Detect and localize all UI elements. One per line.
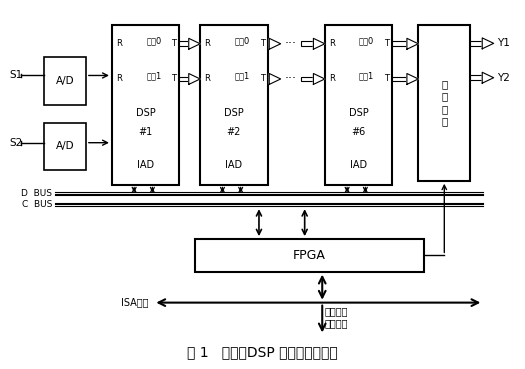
Text: 微机系统
或工控机: 微机系统 或工控机 bbox=[325, 306, 348, 328]
Bar bbox=[470, 75, 482, 80]
Text: DSP: DSP bbox=[349, 107, 369, 118]
Text: 图 1   通用多DSP 目标系统原理图: 图 1 通用多DSP 目标系统原理图 bbox=[187, 345, 338, 359]
Bar bbox=[112, 25, 180, 184]
Text: 串口1: 串口1 bbox=[146, 71, 161, 80]
Text: DSP: DSP bbox=[224, 107, 244, 118]
Text: #2: #2 bbox=[227, 127, 241, 137]
Bar bbox=[44, 57, 86, 104]
Text: D  BUS: D BUS bbox=[21, 189, 52, 198]
Text: ···: ··· bbox=[285, 37, 297, 50]
Text: R: R bbox=[116, 75, 122, 83]
Text: T: T bbox=[171, 75, 176, 83]
Text: 串口0: 串口0 bbox=[359, 36, 374, 45]
Text: C  BUS: C BUS bbox=[22, 200, 52, 209]
Text: #6: #6 bbox=[351, 127, 366, 137]
Polygon shape bbox=[407, 38, 418, 49]
Bar bbox=[470, 41, 482, 46]
Text: Y2: Y2 bbox=[497, 73, 510, 83]
Text: FPGA: FPGA bbox=[293, 249, 326, 262]
Text: T: T bbox=[171, 39, 176, 48]
Bar bbox=[301, 76, 313, 82]
Bar bbox=[180, 41, 189, 46]
Bar bbox=[200, 25, 268, 184]
Polygon shape bbox=[482, 38, 494, 49]
Bar bbox=[301, 41, 313, 46]
Text: R: R bbox=[329, 39, 335, 48]
Bar bbox=[180, 76, 189, 82]
Bar bbox=[325, 25, 392, 184]
Text: Y1: Y1 bbox=[497, 38, 510, 48]
Text: 串口0: 串口0 bbox=[234, 36, 250, 45]
Polygon shape bbox=[407, 73, 418, 85]
Polygon shape bbox=[189, 73, 200, 85]
Text: IAD: IAD bbox=[350, 160, 367, 170]
Text: T: T bbox=[384, 75, 389, 83]
Text: A/D: A/D bbox=[56, 76, 75, 86]
Polygon shape bbox=[313, 73, 325, 85]
Text: R: R bbox=[116, 39, 122, 48]
Text: R: R bbox=[329, 75, 335, 83]
Text: S1: S1 bbox=[9, 70, 22, 80]
Text: T: T bbox=[259, 75, 265, 83]
Text: #1: #1 bbox=[139, 127, 153, 137]
Text: R: R bbox=[204, 75, 210, 83]
Polygon shape bbox=[189, 38, 200, 49]
Polygon shape bbox=[313, 38, 325, 49]
Text: T: T bbox=[384, 39, 389, 48]
Text: ···: ··· bbox=[285, 72, 297, 86]
Bar bbox=[44, 123, 86, 170]
Polygon shape bbox=[269, 73, 281, 85]
Bar bbox=[392, 41, 407, 46]
Text: R: R bbox=[204, 39, 210, 48]
Bar bbox=[268, 41, 269, 46]
Text: T: T bbox=[259, 39, 265, 48]
Text: IAD: IAD bbox=[225, 160, 243, 170]
Text: IAD: IAD bbox=[137, 160, 154, 170]
Text: A/D: A/D bbox=[56, 141, 75, 151]
Bar bbox=[268, 76, 269, 82]
Bar bbox=[195, 239, 424, 272]
Text: 串口1: 串口1 bbox=[359, 71, 374, 80]
Text: 串口0: 串口0 bbox=[146, 36, 161, 45]
Text: DSP: DSP bbox=[136, 107, 155, 118]
Polygon shape bbox=[269, 38, 281, 49]
Text: S2: S2 bbox=[9, 138, 22, 148]
Bar bbox=[418, 25, 470, 181]
Text: 控
制
逻
辑: 控 制 逻 辑 bbox=[441, 79, 447, 126]
Text: ISA总线: ISA总线 bbox=[121, 298, 148, 308]
Text: 串口1: 串口1 bbox=[234, 71, 250, 80]
Bar bbox=[392, 76, 407, 82]
Polygon shape bbox=[482, 72, 494, 83]
